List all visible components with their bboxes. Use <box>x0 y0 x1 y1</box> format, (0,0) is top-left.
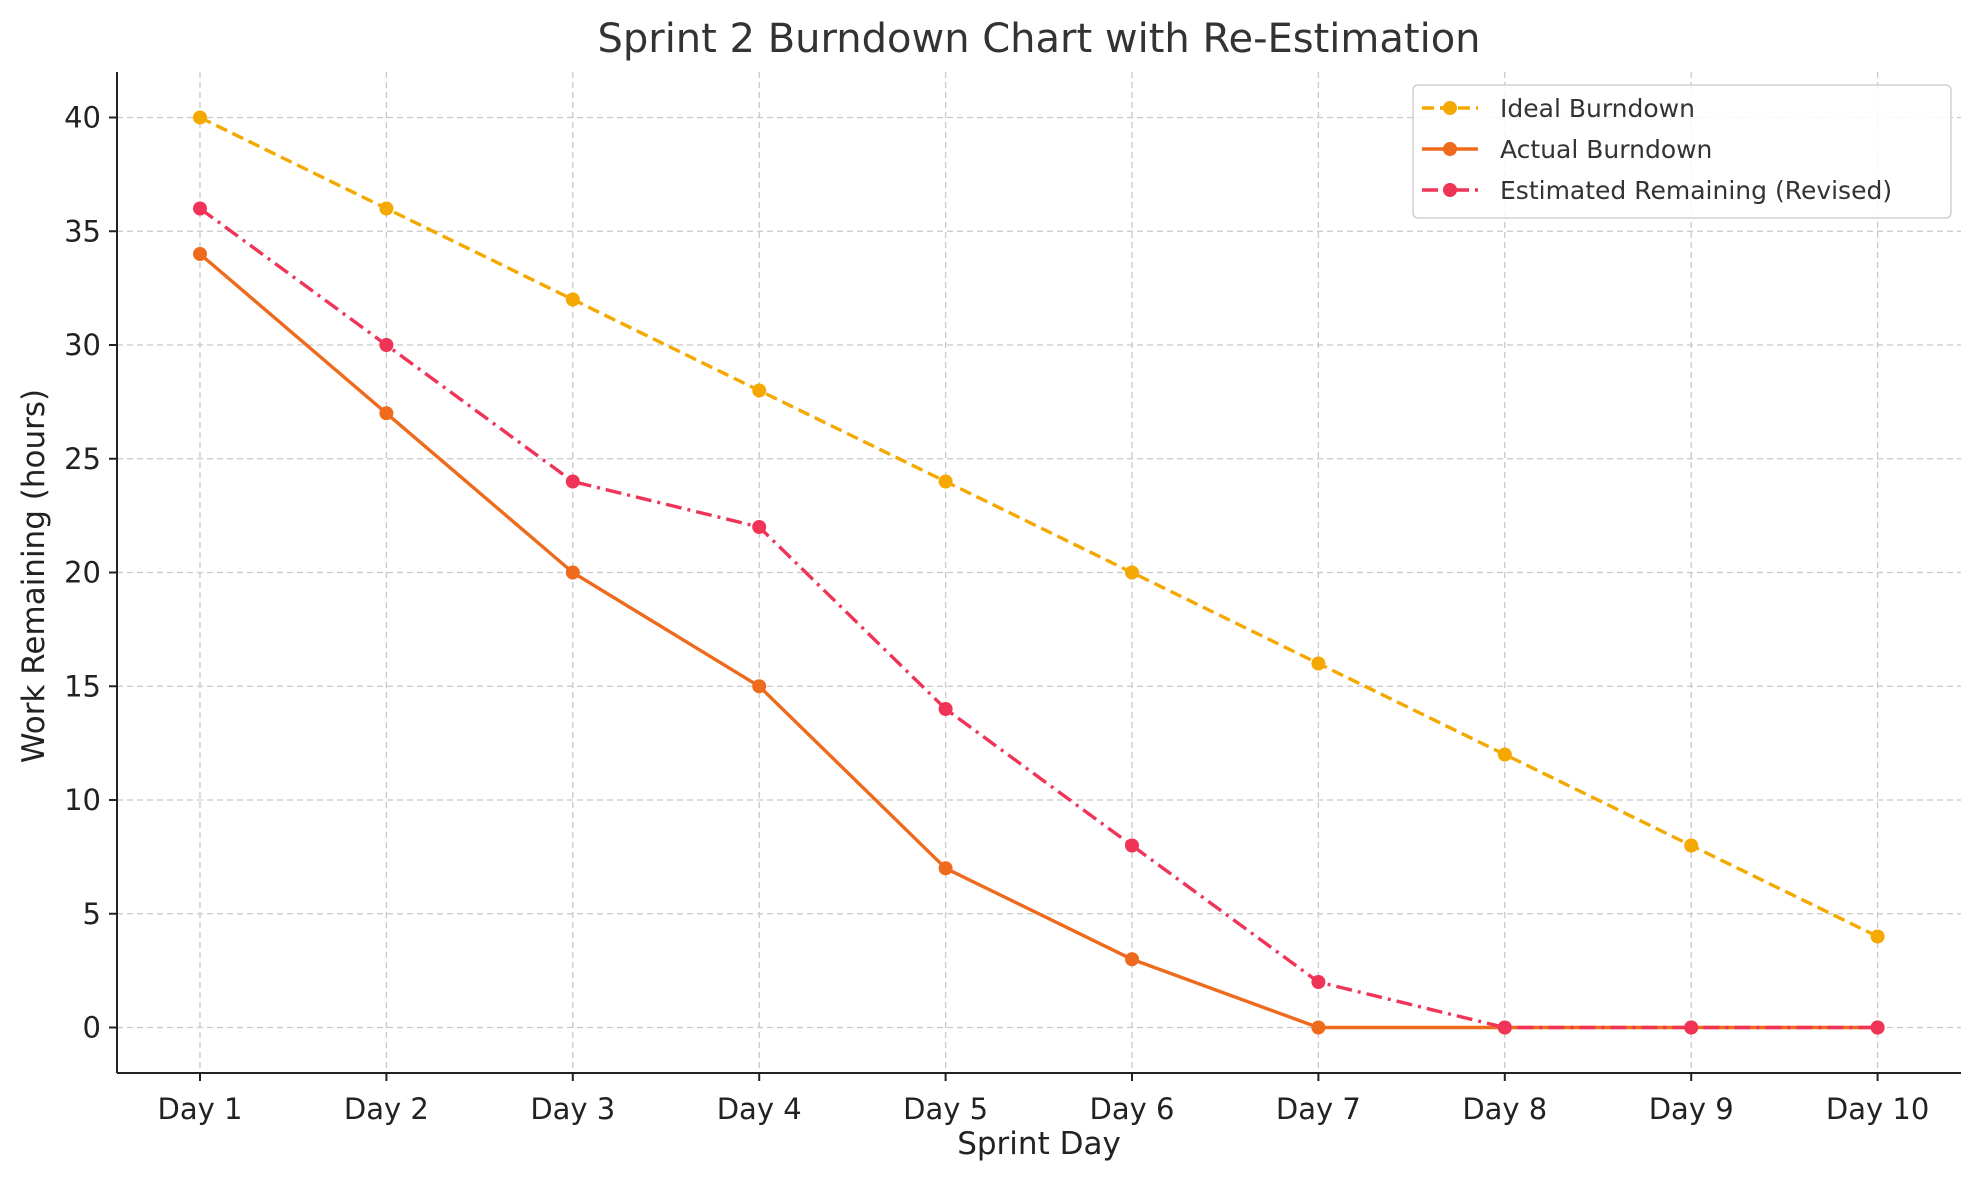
x-tick-label: Day 9 <box>1649 1092 1734 1126</box>
x-tick-label: Day 8 <box>1462 1092 1547 1126</box>
data-point <box>193 110 207 125</box>
data-point <box>193 247 207 261</box>
data-point <box>379 406 394 421</box>
y-tick-label: 30 <box>64 328 101 362</box>
series-line <box>198 207 1878 1030</box>
legend-label: Estimated Remaining (Revised) <box>1500 176 1892 205</box>
data-point <box>938 861 953 876</box>
x-tick-label: Day 5 <box>903 1092 988 1126</box>
data-point <box>565 565 580 580</box>
legend-marker <box>1443 142 1457 156</box>
data-point <box>1125 565 1139 580</box>
series-0 <box>193 110 1885 944</box>
legend-item: Estimated Remaining (Revised) <box>1422 176 1892 205</box>
series-2 <box>193 201 1885 1035</box>
data-point <box>1684 838 1699 853</box>
data-point <box>1684 1020 1699 1035</box>
series-line <box>198 252 1878 1030</box>
data-point <box>1870 929 1885 944</box>
data-point <box>1125 952 1139 967</box>
data-point <box>1311 656 1326 671</box>
y-tick-label: 25 <box>64 442 101 476</box>
data-point <box>1497 747 1512 762</box>
ticks-layer: Day 1 Day 2 Day 3 Day 4 Day 5 Day 6 Day 7 Day 8… <box>64 101 1929 1127</box>
x-tick-label: Day 4 <box>717 1092 802 1126</box>
y-tick-label: 40 <box>64 101 101 135</box>
x-tick-label: Day 3 <box>530 1092 615 1126</box>
series-line <box>199 115 1879 939</box>
data-point <box>565 292 580 307</box>
y-tick-label: 5 <box>83 897 101 931</box>
data-point <box>379 338 394 352</box>
data-point <box>752 679 767 694</box>
data-point <box>1311 975 1326 989</box>
series-layer <box>193 110 1885 1035</box>
x-tick-label: Day 10 <box>1826 1092 1929 1126</box>
legend-marker <box>1443 101 1457 115</box>
grid-layer <box>117 72 1961 1073</box>
x-tick-label: Day 6 <box>1090 1092 1175 1126</box>
y-tick-label: 15 <box>64 669 101 703</box>
x-tick-label: Day 2 <box>344 1092 429 1126</box>
data-point <box>1497 1020 1512 1035</box>
y-axis-label: Work Remaining (hours) <box>16 389 52 763</box>
y-tick-label: 10 <box>64 783 101 817</box>
legend-box <box>1412 84 1952 219</box>
data-point <box>379 201 394 216</box>
data-point <box>1870 1020 1885 1035</box>
legend-label: Ideal Burndown <box>1500 94 1695 123</box>
legend-item: Ideal Burndown <box>1422 94 1695 123</box>
data-point <box>1311 1020 1326 1035</box>
data-point <box>938 474 953 489</box>
x-tick-label: Day 7 <box>1276 1092 1361 1126</box>
x-tick-label: Day 1 <box>158 1092 243 1126</box>
legend-label: Actual Burndown <box>1500 135 1712 164</box>
legend-item: Actual Burndown <box>1422 135 1712 164</box>
legend-items: Ideal Burndown Actual Burndown Estimated R… <box>1422 94 1892 205</box>
data-point <box>1125 838 1139 853</box>
data-point <box>938 702 953 716</box>
x-axis-label: Sprint Day <box>957 1126 1121 1162</box>
y-tick-label: 20 <box>64 556 101 590</box>
data-point <box>193 201 207 216</box>
y-tick-label: 0 <box>83 1011 101 1045</box>
chart-title: Sprint 2 Burndown Chart with Re-Estimati… <box>597 16 1480 62</box>
legend: Ideal Burndown Actual Burndown Estimated R… <box>1412 84 1952 219</box>
data-point <box>565 474 580 489</box>
data-point <box>752 520 767 534</box>
y-tick-label: 35 <box>64 214 101 248</box>
data-point <box>752 383 767 398</box>
series-1 <box>193 247 1885 1035</box>
legend-marker <box>1443 183 1457 197</box>
